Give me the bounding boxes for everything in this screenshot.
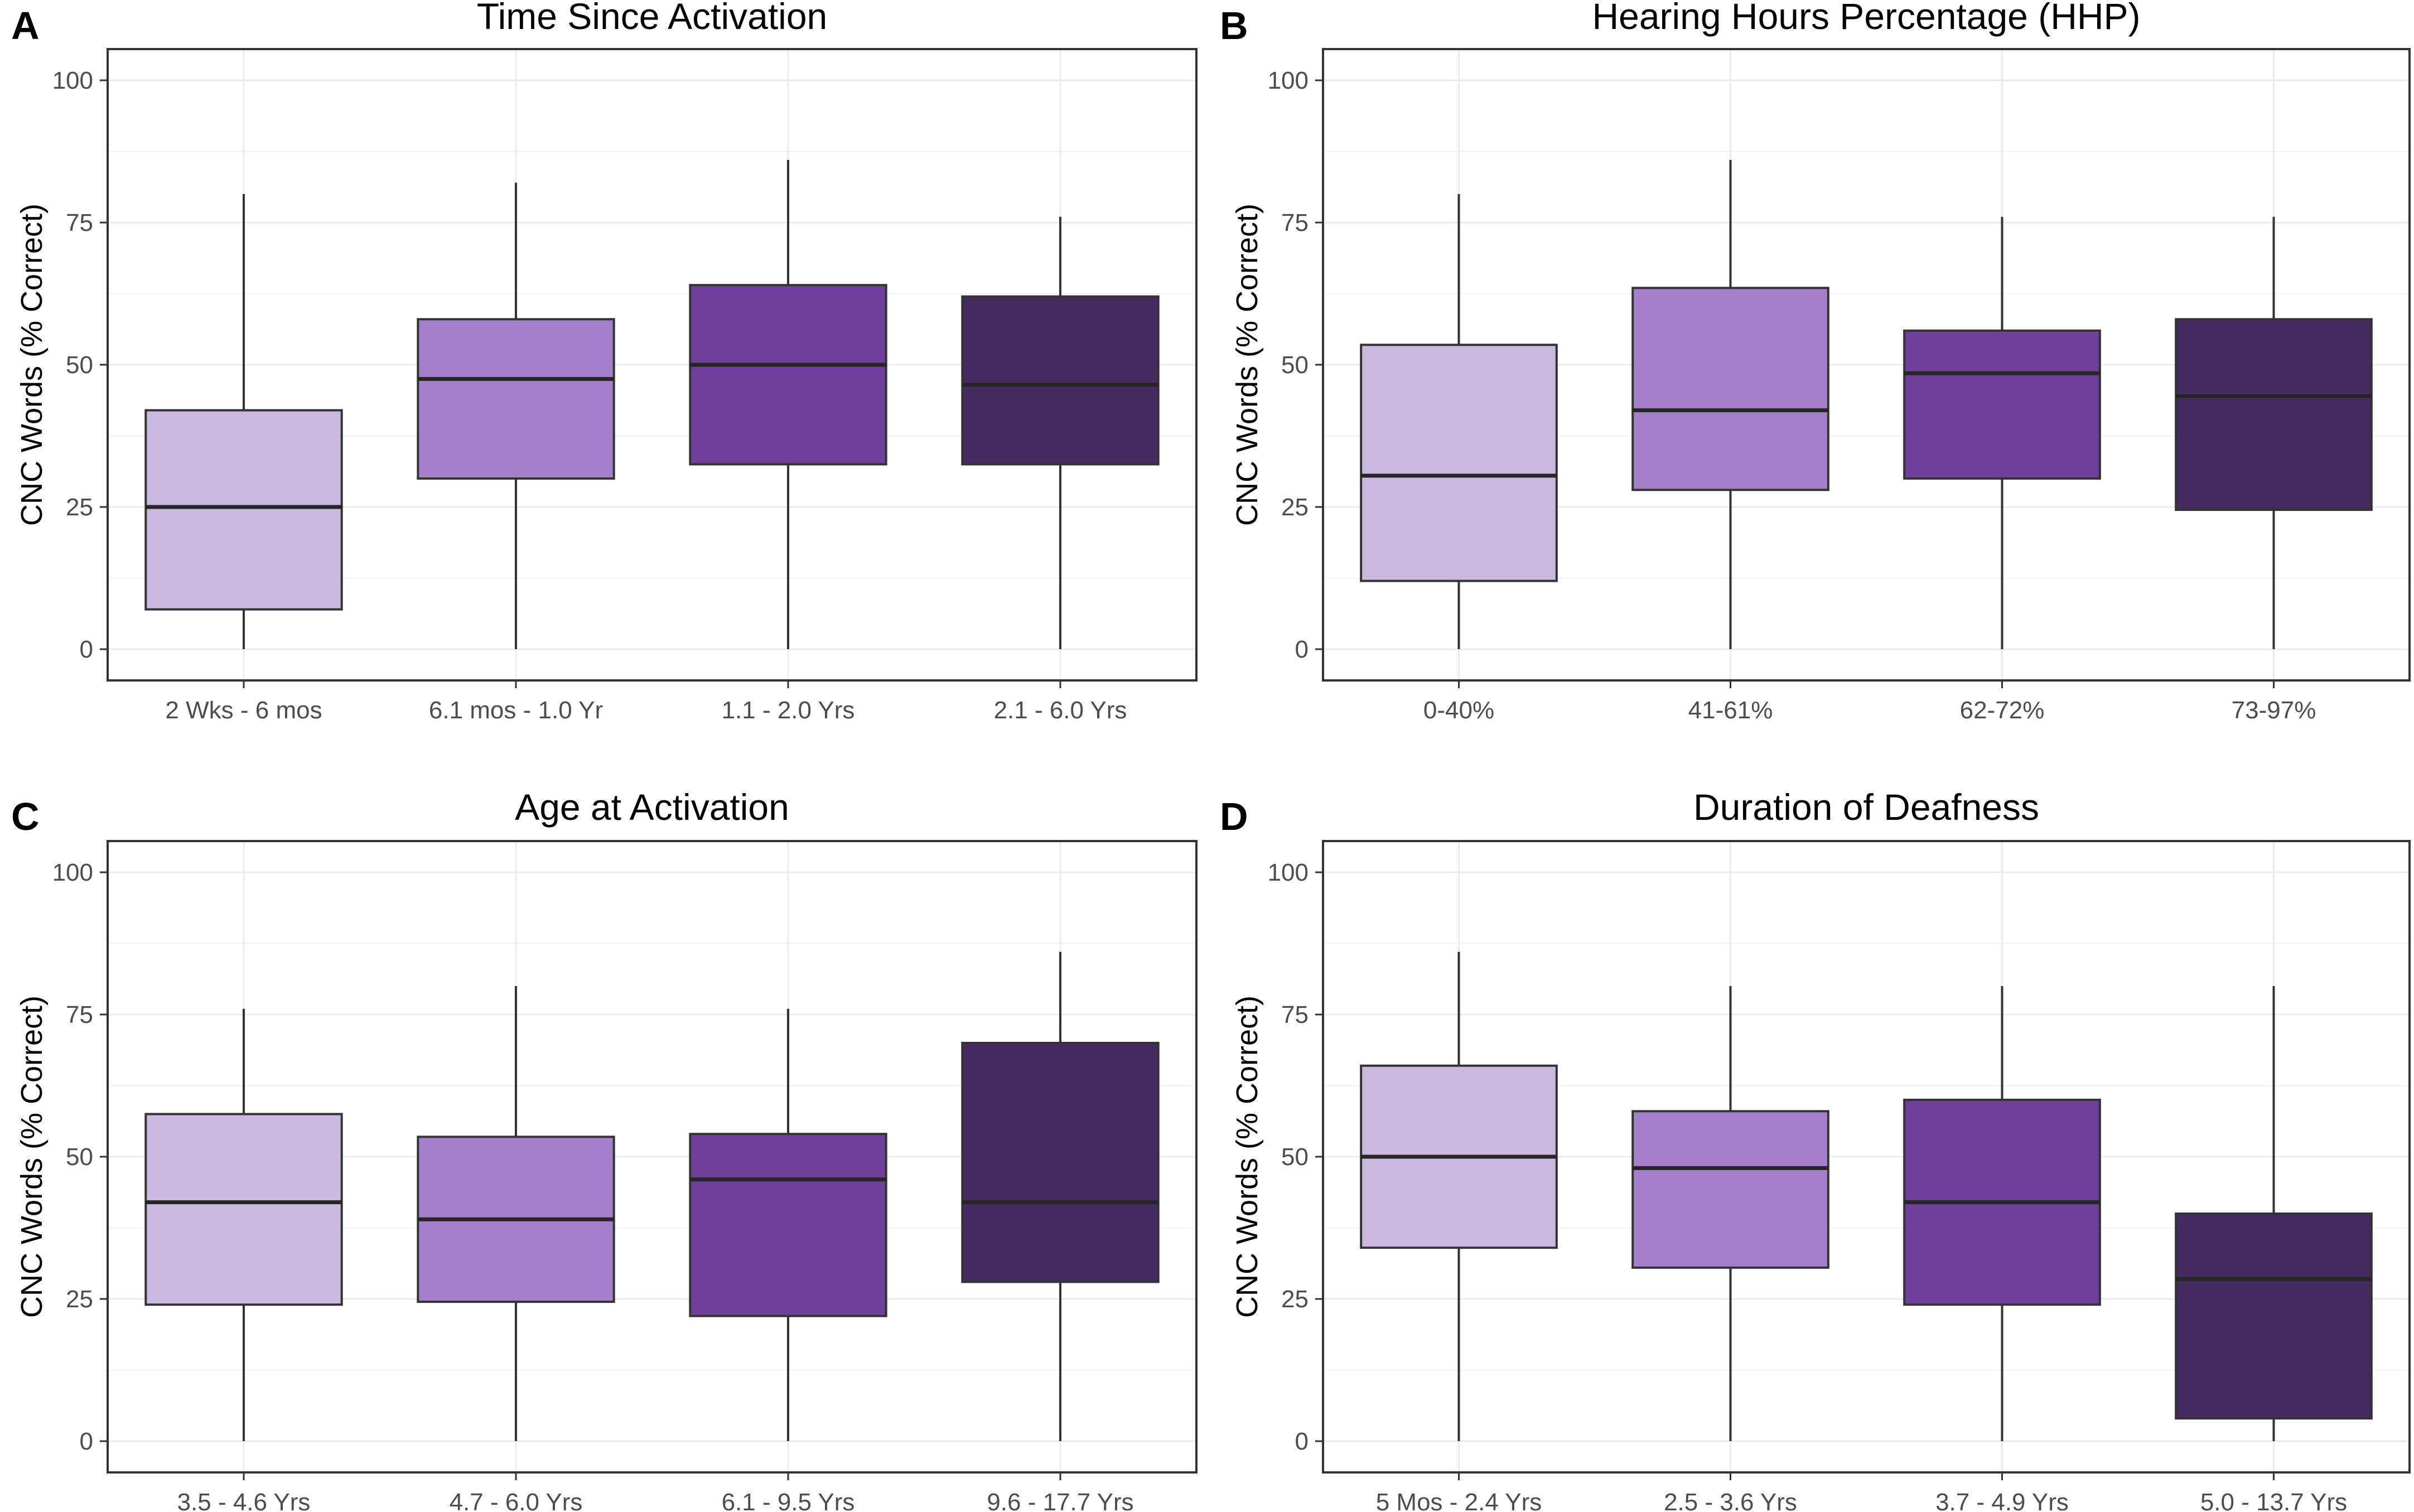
x-tick-label: 5.0 - 13.7 Yrs <box>2200 1489 2347 1512</box>
panel-letter: B <box>1220 4 1248 47</box>
iqr-box <box>1631 287 1829 491</box>
iqr-box <box>2175 318 2373 511</box>
iqr-box <box>961 295 1160 466</box>
panel-border <box>107 840 1198 1474</box>
y-tick-label: 50 <box>66 351 93 379</box>
x-tick-label: 5 Mos - 2.4 Yrs <box>1376 1489 1542 1512</box>
box-2 <box>1631 160 1829 649</box>
iqr-box <box>961 1042 1160 1283</box>
y-tick-label: 50 <box>1281 351 1309 379</box>
panel-letter: C <box>11 795 40 838</box>
panel-letter: A <box>11 4 40 47</box>
box-4 <box>2175 216 2373 649</box>
y-tick-label: 25 <box>66 1286 93 1313</box>
panel-a: A Time Since Activation 0 25 50 75 100 CNC Word… <box>11 0 1198 724</box>
panel-letter: D <box>1220 795 1248 838</box>
x-tick-label: 2 Wks - 6 mos <box>165 697 322 724</box>
x-tick-label: 3.7 - 4.9 Yrs <box>1935 1489 2069 1512</box>
x-tick-label: 6.1 mos - 1.0 Yr <box>429 697 603 724</box>
y-tick-label: 100 <box>52 859 93 886</box>
box-3 <box>1903 986 2101 1441</box>
iqr-box <box>144 409 343 611</box>
y-tick-label: 0 <box>80 636 93 663</box>
x-tick-label: 6.1 - 9.5 Yrs <box>722 1489 855 1512</box>
y-tick-label: 0 <box>1295 636 1309 663</box>
y-tick-label: 0 <box>1295 1428 1309 1455</box>
box-4 <box>2175 986 2373 1441</box>
x-tick-label: 62-72% <box>1960 697 2045 724</box>
y-tick-label: 75 <box>1281 209 1309 236</box>
y-tick-label: 0 <box>80 1428 93 1455</box>
panel-d: D Duration of Deafness 0 25 50 75 100 CNC Words… <box>1220 786 2411 1512</box>
x-tick-label: 0-40% <box>1423 697 1494 724</box>
y-tick-label: 100 <box>1268 67 1309 94</box>
x-tick-label: 3.5 - 4.6 Yrs <box>177 1489 311 1512</box>
iqr-box <box>144 1113 343 1306</box>
y-tick-label: 50 <box>66 1143 93 1171</box>
box-4 <box>961 951 1160 1441</box>
y-tick-label: 25 <box>1281 1286 1309 1313</box>
iqr-box <box>689 284 887 466</box>
panel-title: Time Since Activation <box>477 0 827 37</box>
box-2 <box>1631 986 1829 1441</box>
iqr-box <box>1903 329 2101 480</box>
panel-title: Hearing Hours Percentage (HHP) <box>1592 0 2140 37</box>
panel-border <box>1322 48 2411 682</box>
iqr-box <box>689 1133 887 1317</box>
y-tick-label: 25 <box>66 494 93 521</box>
box-1 <box>1360 194 1558 649</box>
box-1 <box>144 1008 343 1441</box>
panel-border <box>1322 840 2411 1474</box>
panel-b: B Hearing Hours Percentage (HHP) 0 25 50 75 10… <box>1220 0 2411 724</box>
y-tick-label: 100 <box>1268 859 1309 886</box>
box-2 <box>417 182 615 649</box>
box-4 <box>961 216 1160 649</box>
y-tick-label: 75 <box>66 1001 93 1028</box>
x-tick-label: 2.5 - 3.6 Yrs <box>1664 1489 1797 1512</box>
y-axis-title: CNC Words (% Correct) <box>1230 204 1264 526</box>
x-tick-label: 9.6 - 17.7 Yrs <box>987 1489 1133 1512</box>
x-tick-label: 1.1 - 2.0 Yrs <box>722 697 855 724</box>
y-tick-label: 75 <box>66 209 93 236</box>
y-tick-label: 50 <box>1281 1143 1309 1171</box>
box-3 <box>689 1008 887 1441</box>
x-tick-label: 4.7 - 6.0 Yrs <box>450 1489 583 1512</box>
panel-border <box>107 48 1198 682</box>
box-1 <box>1360 951 1558 1441</box>
y-axis-title: CNC Words (% Correct) <box>1230 996 1264 1318</box>
y-tick-label: 25 <box>1281 494 1309 521</box>
panel-title: Duration of Deafness <box>1693 786 2039 828</box>
iqr-box <box>2175 1213 2373 1420</box>
box-3 <box>689 160 887 649</box>
box-2 <box>417 986 615 1441</box>
y-axis-title: CNC Words (% Correct) <box>15 204 49 526</box>
iqr-box <box>417 318 615 480</box>
x-tick-label: 2.1 - 6.0 Yrs <box>994 697 1127 724</box>
x-tick-label: 41-61% <box>1688 697 1773 724</box>
y-axis-title: CNC Words (% Correct) <box>15 996 49 1318</box>
panel-title: Age at Activation <box>515 786 789 828</box>
y-tick-label: 100 <box>52 67 93 94</box>
iqr-box <box>1631 1110 1829 1269</box>
box-3 <box>1903 216 2101 649</box>
panel-c: C Age at Activation 0 25 50 75 100 CNC Words (%… <box>11 786 1198 1512</box>
box-1 <box>144 194 343 649</box>
x-tick-label: 73-97% <box>2232 697 2316 724</box>
iqr-box <box>1360 344 1558 582</box>
y-tick-label: 75 <box>1281 1001 1309 1028</box>
